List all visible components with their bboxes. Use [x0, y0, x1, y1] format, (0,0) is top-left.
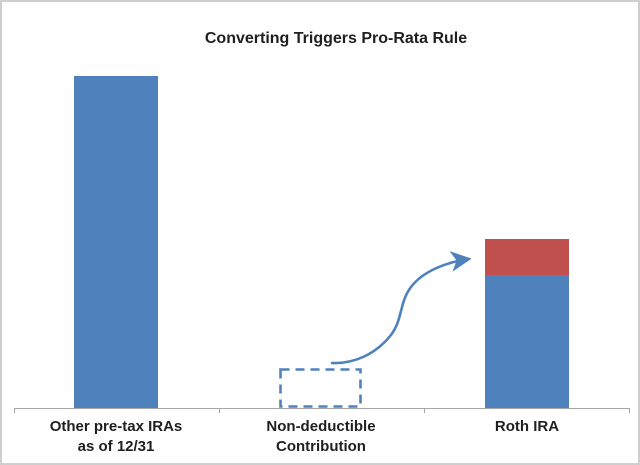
roth-ira-bar-pretax-segment	[485, 275, 569, 408]
conversion-arrow	[330, 251, 472, 365]
x-axis-label-line: Roth IRA	[494, 418, 560, 435]
x-axis-label-line: Other pre-tax IRAs	[49, 418, 183, 435]
chart-title: Converting Triggers Pro-Rata Rule	[204, 30, 468, 47]
x-axis-label-roth-ira: Roth IRA	[427, 417, 627, 437]
x-axis-line	[14, 408, 630, 409]
x-axis-tick	[424, 409, 425, 413]
nondeductible-dashed-box	[279, 368, 362, 408]
x-axis-tick	[629, 409, 630, 413]
x-axis-tick	[219, 409, 220, 413]
x-axis-label-line: Contribution	[276, 438, 366, 455]
pretax-ira-bar	[74, 76, 158, 408]
x-axis-label-nondeductible-contribution: Non-deductible Contribution	[221, 417, 421, 457]
roth-ira-bar-aftertax-segment	[485, 239, 569, 275]
x-axis-label-other-pretax-iras: Other pre-tax IRAs as of 12/31	[16, 417, 216, 457]
x-axis-label-line: Non-deductible	[266, 418, 376, 435]
x-axis-tick	[14, 409, 15, 413]
x-axis-label-line: as of 12/31	[77, 438, 155, 455]
